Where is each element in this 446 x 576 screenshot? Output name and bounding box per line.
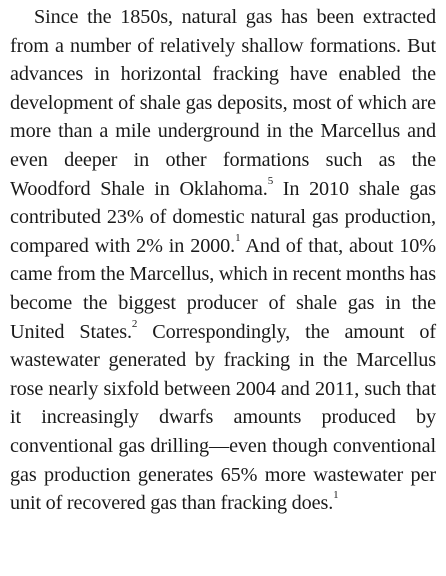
footnote-ref[interactable]: 1	[235, 232, 241, 245]
body-paragraph: Since the 1850s, natural gas has been ex…	[10, 3, 436, 518]
footnote-ref[interactable]: 1	[333, 489, 339, 502]
text-segment: And of that, about 10% came from the Mar…	[10, 234, 437, 343]
footnote-ref[interactable]: 2	[131, 317, 138, 330]
text-segment: Correspondingly, the amount of wastewate…	[10, 320, 436, 515]
text-segment: In 2010 shale gas contributed 23% of dom…	[10, 177, 436, 257]
text-segment: Since the 1850s, natural gas has been ex…	[10, 6, 436, 200]
footnote-ref[interactable]: 5	[267, 174, 274, 187]
